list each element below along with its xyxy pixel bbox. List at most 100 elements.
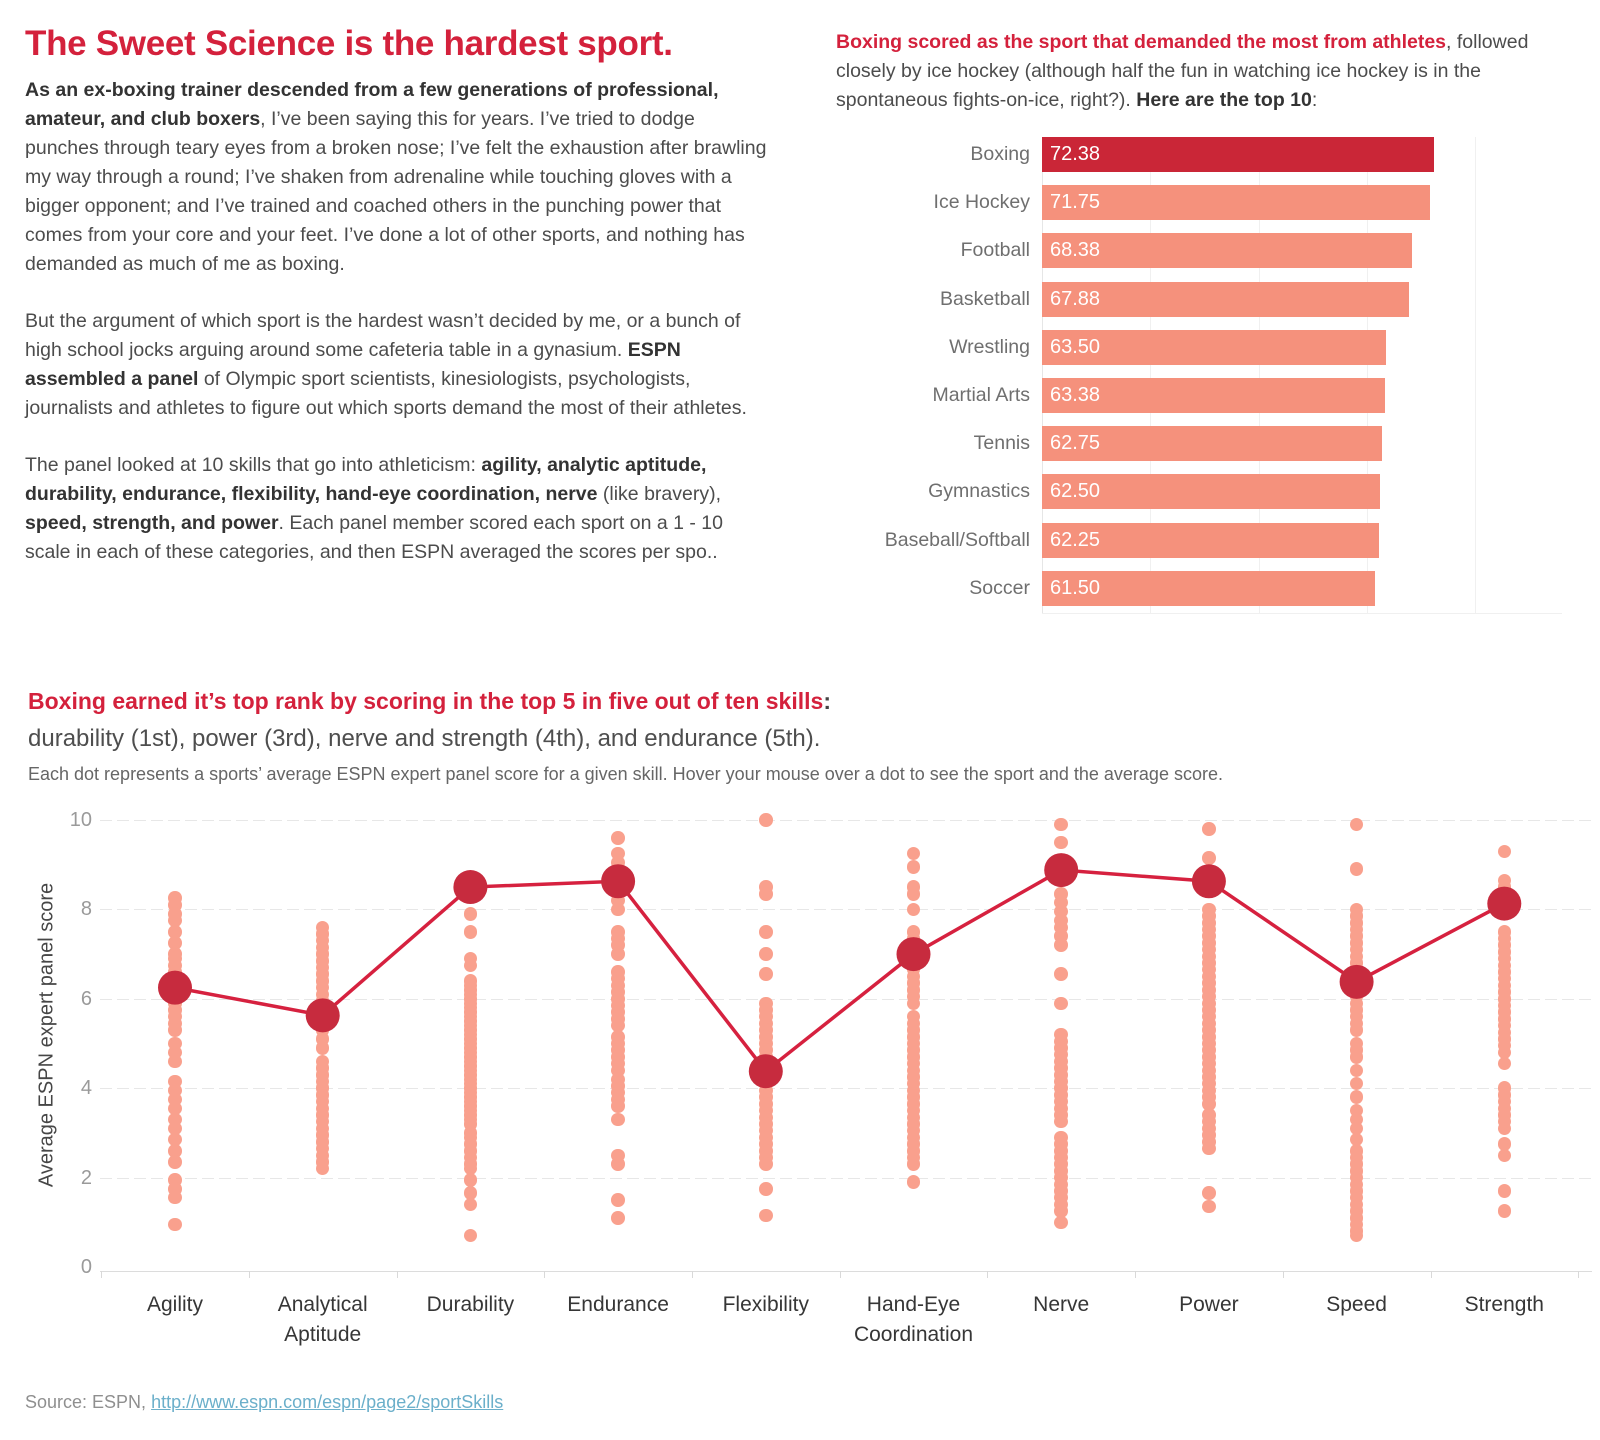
sport-score-dot[interactable] xyxy=(1054,938,1068,952)
bar[interactable]: 62.50 xyxy=(1042,474,1381,510)
bar-gridline xyxy=(1366,137,1368,613)
sport-score-dot[interactable] xyxy=(759,967,773,981)
sport-score-dot[interactable] xyxy=(1054,1204,1068,1218)
bar-value-label: 72.38 xyxy=(1050,143,1101,165)
sport-score-dot[interactable] xyxy=(463,1197,478,1212)
sport-score-dot[interactable] xyxy=(759,813,773,827)
sport-score-dot[interactable] xyxy=(611,1099,625,1113)
sport-score-dot[interactable] xyxy=(1054,1114,1068,1129)
sport-score-dot[interactable] xyxy=(1349,1228,1364,1243)
sport-score-dot[interactable] xyxy=(168,1190,182,1205)
sport-score-dot[interactable] xyxy=(315,1041,330,1055)
sport-score-dot[interactable] xyxy=(168,1217,182,1232)
sport-score-dot[interactable] xyxy=(906,996,921,1011)
sport-score-dot[interactable] xyxy=(463,1186,478,1200)
bar[interactable]: 62.75 xyxy=(1042,426,1382,462)
boxing-score-dot[interactable] xyxy=(1044,853,1079,888)
bar-gridline xyxy=(1258,137,1260,613)
sport-score-dot[interactable] xyxy=(759,1157,773,1171)
sport-score-dot[interactable] xyxy=(611,902,625,917)
sport-score-dot[interactable] xyxy=(1202,1199,1216,1214)
sport-score-dot[interactable] xyxy=(1054,967,1068,981)
sport-score-dot[interactable] xyxy=(168,1023,182,1037)
sport-score-dot[interactable] xyxy=(1349,1023,1364,1037)
sport-score-dot[interactable] xyxy=(1349,1050,1364,1064)
sport-score-dot[interactable] xyxy=(611,1193,625,1207)
sport-score-dot[interactable] xyxy=(463,925,478,939)
bar[interactable]: 67.88 xyxy=(1042,281,1410,317)
sport-score-dot[interactable] xyxy=(463,958,478,973)
sport-score-dot[interactable] xyxy=(1349,817,1364,832)
sport-score-dot[interactable] xyxy=(315,994,330,1008)
bar[interactable]: 71.75 xyxy=(1042,185,1431,221)
sport-score-dot[interactable] xyxy=(1202,822,1216,836)
sport-score-dot[interactable] xyxy=(906,887,921,901)
sport-score-dot[interactable] xyxy=(1497,1137,1512,1151)
bar[interactable]: 68.38 xyxy=(1042,233,1413,269)
sport-score-dot[interactable] xyxy=(759,1208,773,1223)
y-tick-label: 4 xyxy=(80,1077,92,1100)
bar[interactable]: 62.25 xyxy=(1042,522,1379,558)
boxing-score-dot[interactable] xyxy=(453,870,488,905)
bar[interactable]: 63.50 xyxy=(1042,329,1386,365)
sport-score-dot[interactable] xyxy=(1054,817,1068,832)
sport-score-dot[interactable] xyxy=(1054,996,1068,1011)
sport-score-dot[interactable] xyxy=(1497,1056,1512,1071)
sport-score-dot[interactable] xyxy=(1497,1204,1512,1218)
sport-score-dot[interactable] xyxy=(1349,862,1364,876)
sport-score-dot[interactable] xyxy=(1202,1097,1216,1111)
bar-category-label: Martial Arts xyxy=(932,383,1030,406)
sport-score-dot[interactable] xyxy=(906,1175,921,1189)
sport-score-dot[interactable] xyxy=(1497,880,1512,894)
sport-score-dot[interactable] xyxy=(759,925,773,939)
sport-score-dot[interactable] xyxy=(611,831,625,845)
sport-score-dot[interactable] xyxy=(168,1132,182,1147)
sport-score-dot[interactable] xyxy=(1497,844,1512,859)
sport-score-dot[interactable] xyxy=(1349,967,1364,981)
sport-score-dot[interactable] xyxy=(611,1157,625,1171)
sport-score-dot[interactable] xyxy=(463,1228,478,1243)
boxing-score-dot[interactable] xyxy=(1191,864,1226,899)
sport-score-dot[interactable] xyxy=(1054,1215,1068,1230)
sport-score-dot[interactable] xyxy=(611,864,625,879)
sport-score-dot[interactable] xyxy=(168,1054,182,1069)
text-segment: , I’ve been saying this for years. I’ve … xyxy=(25,108,767,275)
x-category-label: Endurance xyxy=(567,1293,669,1316)
sport-score-dot[interactable] xyxy=(168,1101,182,1116)
sport-score-dot[interactable] xyxy=(1497,1121,1512,1136)
sport-score-dot[interactable] xyxy=(906,846,921,861)
sport-score-dot[interactable] xyxy=(759,887,773,901)
scatter-caption: Each dot represents a sports’ average ES… xyxy=(28,764,1223,784)
sport-score-dot[interactable] xyxy=(463,1161,478,1176)
sport-score-dot[interactable] xyxy=(1349,1063,1364,1078)
source-link[interactable]: http://www.espn.com/espn/page2/sportSkil… xyxy=(151,1392,504,1412)
sport-score-dot[interactable] xyxy=(168,1155,182,1169)
bar[interactable]: 63.38 xyxy=(1042,377,1386,413)
sport-score-dot[interactable] xyxy=(611,1112,625,1127)
sport-score-dot[interactable] xyxy=(1497,1148,1512,1162)
bar[interactable]: 72.38 xyxy=(1042,137,1434,172)
sport-score-dot[interactable] xyxy=(906,860,921,874)
sport-score-dot[interactable] xyxy=(1349,1132,1364,1147)
sport-score-dot[interactable] xyxy=(1349,1076,1364,1091)
sport-score-dot[interactable] xyxy=(168,1121,182,1136)
sport-score-dot[interactable] xyxy=(611,947,625,961)
sport-score-dot[interactable] xyxy=(1054,835,1068,850)
sport-score-dot[interactable] xyxy=(1349,1090,1364,1104)
sport-score-dot[interactable] xyxy=(1497,1184,1512,1198)
sport-score-dot[interactable] xyxy=(759,947,773,961)
sport-score-dot[interactable] xyxy=(168,1144,182,1158)
sport-score-dot[interactable] xyxy=(463,907,478,921)
sport-score-dot[interactable] xyxy=(906,1157,921,1171)
sport-score-dot[interactable] xyxy=(611,1211,625,1225)
sport-score-dot[interactable] xyxy=(1202,1186,1216,1200)
sport-score-dot[interactable] xyxy=(906,902,921,917)
sport-score-dot[interactable] xyxy=(759,1056,773,1071)
bar[interactable]: 61.50 xyxy=(1042,570,1375,606)
sport-score-dot[interactable] xyxy=(759,1182,773,1196)
sport-score-dot[interactable] xyxy=(1202,851,1216,865)
sport-score-dot[interactable] xyxy=(1202,1141,1216,1156)
sport-score-dot[interactable] xyxy=(315,1161,330,1176)
sport-score-dot[interactable] xyxy=(1349,1121,1364,1136)
sport-score-dot[interactable] xyxy=(463,1173,478,1187)
